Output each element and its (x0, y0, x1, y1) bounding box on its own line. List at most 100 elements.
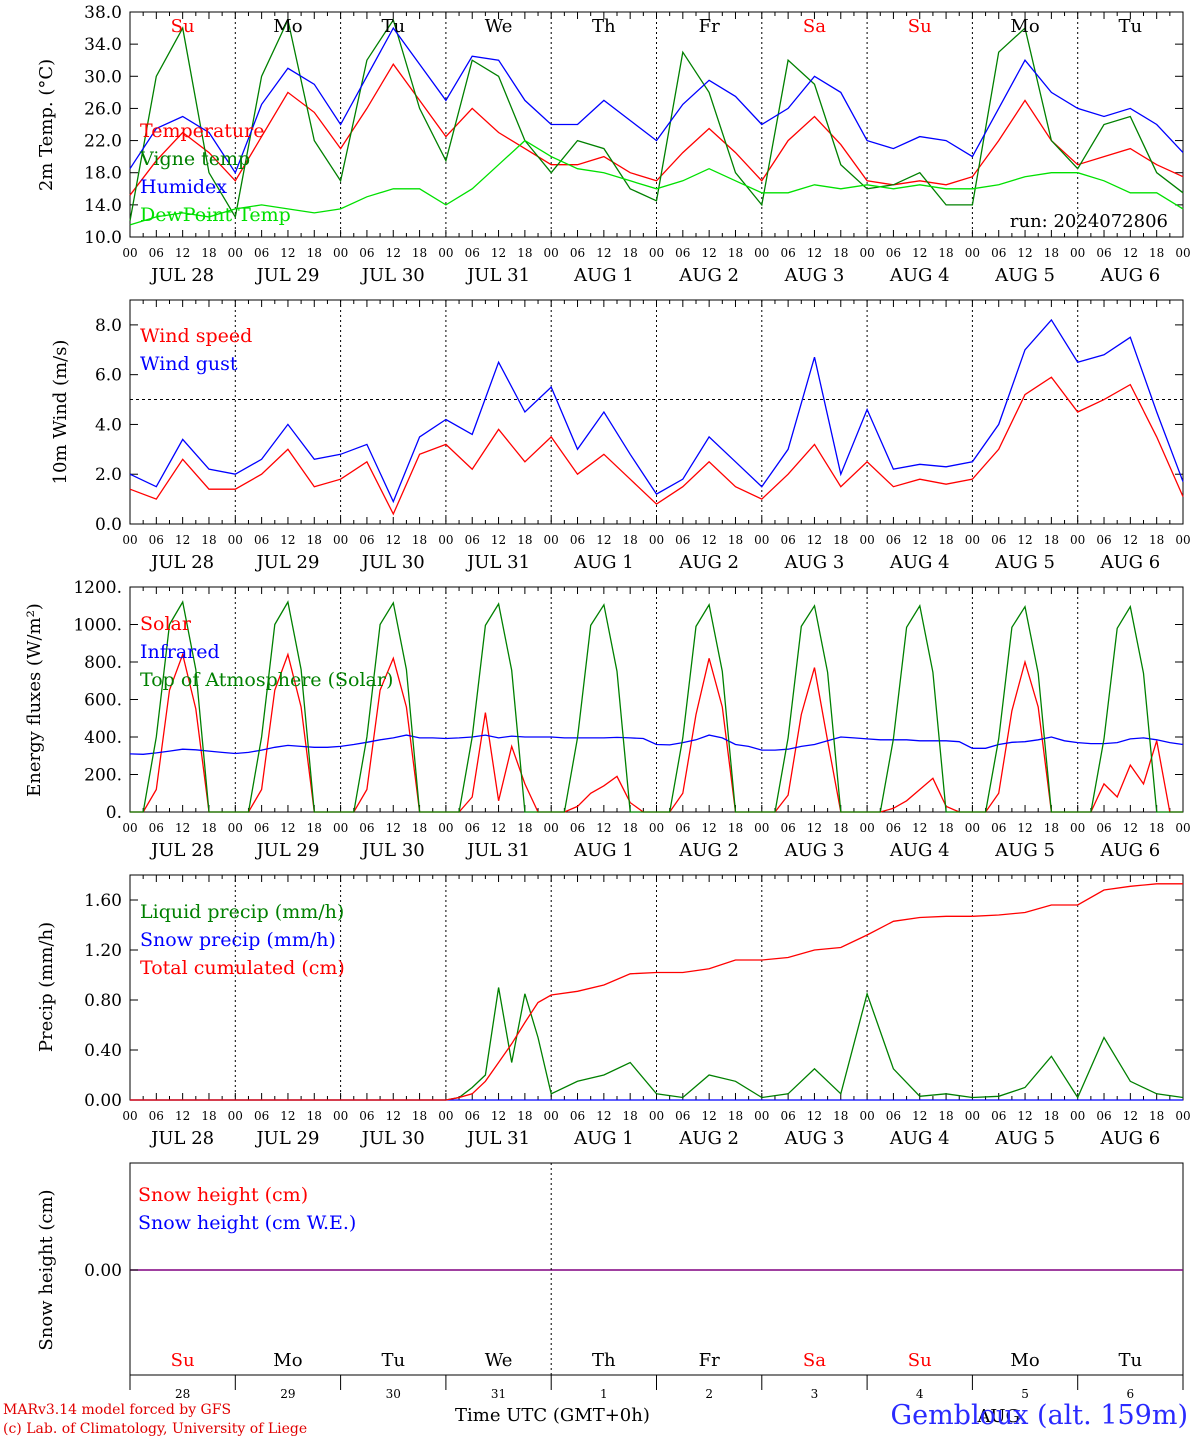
day-label: AUG 1 (573, 265, 634, 286)
day-label: JUL 30 (360, 552, 425, 573)
y-tick-label: 14.0 (84, 196, 122, 216)
hour-tick-label: 06 (359, 246, 374, 260)
day-label: AUG 6 (1099, 840, 1160, 861)
hour-tick-label: 18 (1149, 533, 1164, 547)
hour-tick-label: 12 (1017, 821, 1032, 835)
legend-entry: Humidex (140, 176, 227, 198)
hour-tick-label: 18 (517, 821, 532, 835)
day-label: JUL 31 (465, 1128, 530, 1149)
y-tick-label: 22.0 (84, 132, 122, 152)
day-label: JUL 31 (465, 552, 530, 573)
panel-5: Snow height (cm) 0.00 Snow height (cm) Snow… (36, 1162, 1184, 1427)
hour-tick-label: 18 (623, 1109, 638, 1123)
hour-tick-label: 06 (675, 1109, 690, 1123)
hour-tick-label: 06 (359, 821, 374, 835)
day-label: AUG 2 (678, 265, 739, 286)
hour-tick-label: 12 (491, 1109, 506, 1123)
hour-tick-label: 00 (754, 533, 769, 547)
hour-tick-label: 06 (1096, 821, 1111, 835)
panel-1: 2m Temp. (°C) 10.0 14.0 18.0 22.0 26.0 30.0 34.… (36, 3, 1191, 286)
weekday-label: Fr (699, 16, 720, 37)
hour-tick-label: 00 (649, 533, 664, 547)
hour-tick-label: 06 (359, 533, 374, 547)
hour-tick-label: 00 (122, 246, 137, 260)
day-label: JUL 28 (149, 840, 214, 861)
hour-tick-label: 12 (1123, 246, 1138, 260)
credit-line-1: MARv3.14 model forced by GFS (3, 1402, 232, 1418)
day-label: AUG 5 (994, 1128, 1055, 1149)
hour-tick-label: 12 (807, 246, 822, 260)
weekday-label: Th (592, 1350, 616, 1371)
hour-tick-label: 12 (491, 246, 506, 260)
day-label: AUG 6 (1099, 1128, 1160, 1149)
weekday-label: Su (171, 16, 195, 37)
legend-entry: Total cumulated (cm) (140, 957, 345, 979)
hour-tick-label: 12 (702, 246, 717, 260)
legend-entry: Snow precip (mm/h) (140, 929, 336, 951)
hour-tick-label: 18 (307, 246, 322, 260)
weekday-label: Tu (1119, 16, 1143, 37)
y-tick-label: 0.00 (84, 1091, 122, 1111)
y-tick-label: 1.60 (84, 891, 122, 911)
hour-tick-label: 12 (280, 533, 295, 547)
legend-entry: Snow height (cm) (138, 1184, 308, 1206)
hour-tick-label: 00 (1070, 821, 1085, 835)
hour-tick-label: 00 (1175, 246, 1190, 260)
hour-tick-label: 06 (254, 821, 269, 835)
hour-tick-label: 12 (280, 821, 295, 835)
hour-tick-label: 18 (201, 533, 216, 547)
hour-tick-label: 12 (175, 821, 190, 835)
hour-tick-label: 00 (649, 821, 664, 835)
hour-tick-label: 06 (1096, 1109, 1111, 1123)
hour-tick-label: 12 (280, 246, 295, 260)
hour-tick-label: 00 (333, 1109, 348, 1123)
hour-tick-label: 00 (1175, 533, 1190, 547)
y-tick-label: 38.0 (84, 3, 122, 23)
day-label: AUG 3 (784, 1128, 845, 1149)
y-tick-label: 26.0 (84, 99, 122, 119)
y-tick-label: 0. (106, 803, 122, 823)
weekday-label: Mo (273, 1350, 302, 1371)
hour-tick-label: 12 (280, 1109, 295, 1123)
hour-tick-label: 18 (833, 1109, 848, 1123)
weekday-label: Mo (1010, 1350, 1039, 1371)
legend-entry: Vigne temp (139, 148, 250, 170)
hour-tick-label: 06 (675, 246, 690, 260)
series-line-wind-gust (129, 318, 1184, 504)
y-tick-label: 0.0 (95, 515, 122, 535)
day-label: JUL 31 (465, 840, 530, 861)
hour-tick-label: 00 (859, 246, 874, 260)
day-label: AUG 4 (889, 840, 950, 861)
weekday-label: Tu (1119, 1350, 1143, 1371)
y-tick-label: 8.0 (95, 316, 122, 336)
day-label: JUL 29 (254, 1128, 319, 1149)
weekday-label: Su (171, 1350, 195, 1371)
hour-tick-label: 12 (175, 246, 190, 260)
hour-tick-label: 12 (807, 533, 822, 547)
weekday-label: Tu (381, 16, 405, 37)
hour-tick-label: 00 (544, 1109, 559, 1123)
y-tick-label: 10.0 (84, 228, 122, 248)
hour-tick-label: 06 (675, 821, 690, 835)
day-label: JUL 28 (149, 1128, 214, 1149)
day-label: JUL 30 (360, 1128, 425, 1149)
hour-tick-label: 18 (201, 1109, 216, 1123)
y-tick-label: 0.00 (84, 1261, 122, 1281)
y-tick-label: 1200. (73, 578, 122, 598)
hour-tick-label: 06 (991, 533, 1006, 547)
hour-tick-label: 12 (702, 1109, 717, 1123)
legend-entry: Solar (140, 613, 192, 635)
hour-tick-label: 12 (807, 821, 822, 835)
run-label: run: 2024072806 (1010, 211, 1168, 232)
y-tick-label: 400. (84, 728, 122, 748)
hour-tick-label: 00 (965, 821, 980, 835)
hour-tick-label: 18 (517, 1109, 532, 1123)
hour-tick-label: 00 (438, 821, 453, 835)
hour-tick-label: 12 (1123, 821, 1138, 835)
hour-tick-label: 00 (438, 246, 453, 260)
hour-tick-label: 18 (412, 246, 427, 260)
hour-tick-label: 18 (412, 533, 427, 547)
hour-tick-label: 18 (517, 246, 532, 260)
hour-tick-label: 06 (1096, 246, 1111, 260)
day-number-label: 5 (1021, 1387, 1029, 1401)
